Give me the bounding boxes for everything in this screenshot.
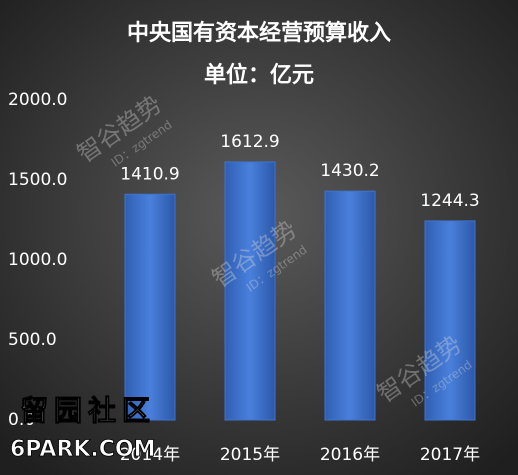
- data-label: 1410.9: [120, 164, 179, 184]
- x-tick-label: 2017年: [420, 445, 480, 465]
- chart-subtitle: 单位：亿元: [204, 62, 314, 88]
- x-tick-label: 2014年: [120, 445, 180, 465]
- bar: [424, 220, 476, 421]
- site-watermark-url: 6PARK.COM: [10, 437, 156, 462]
- x-tick-label: 2015年: [220, 445, 280, 465]
- y-tick-label: 1500.0: [8, 170, 67, 190]
- data-label: 1612.9: [220, 132, 279, 152]
- bar: [324, 190, 376, 421]
- bar: [224, 161, 276, 421]
- data-label: 1244.3: [420, 191, 479, 211]
- chart-title: 中央国有资本经营预算收入: [127, 20, 391, 46]
- bar: [124, 193, 176, 421]
- y-tick-label: 0.0: [8, 410, 35, 430]
- y-tick-label: 1000.0: [8, 250, 67, 270]
- site-watermark-name: 留园社区: [20, 394, 156, 427]
- data-label: 1430.2: [320, 161, 379, 181]
- y-tick-label: 2000.0: [8, 90, 67, 110]
- y-tick-label: 500.0: [8, 330, 57, 350]
- x-tick-label: 2016年: [320, 445, 380, 465]
